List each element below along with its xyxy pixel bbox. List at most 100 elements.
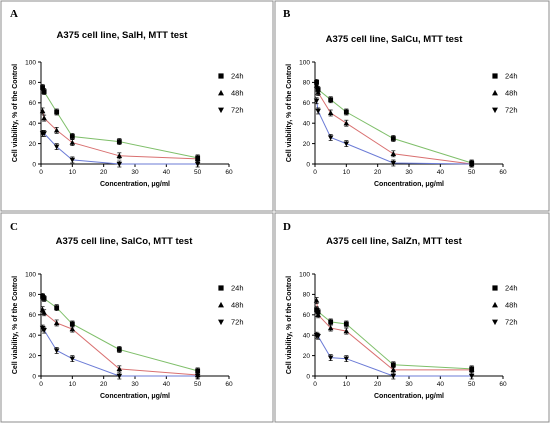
data-point [54, 109, 60, 115]
panel-letter: D [283, 221, 291, 233]
data-point [54, 305, 60, 311]
data-point [194, 373, 201, 379]
x-tick-label: 0 [39, 169, 43, 176]
data-point [194, 161, 201, 167]
x-tick-label: 30 [131, 381, 139, 388]
data-point [327, 110, 334, 116]
data-point [327, 325, 334, 331]
data-point [315, 89, 321, 95]
y-tick-label: 40 [29, 121, 37, 128]
data-point [390, 362, 396, 368]
y-tick-label: 80 [303, 292, 311, 299]
x-tick-label: 20 [100, 381, 108, 388]
data-point [41, 309, 47, 315]
x-tick-label: 10 [343, 169, 351, 176]
data-point [69, 134, 75, 139]
data-point [343, 328, 350, 334]
legend-marker [492, 301, 498, 308]
legend-marker [492, 89, 498, 96]
chart-title: A375 cell line, SalH, MTT test [57, 30, 189, 41]
chart-title: A375 cell line, SalCo, MTT test [56, 236, 194, 247]
data-point [69, 139, 76, 145]
legend-marker [218, 301, 224, 308]
chart-panel: A A375 cell line, SalH, MTT test 0 20 40 60 80… [0, 0, 274, 212]
legend-marker [492, 285, 498, 291]
x-tick-label: 20 [374, 381, 382, 388]
x-tick-label: 60 [499, 381, 507, 388]
legend-label: 72h [505, 318, 518, 327]
y-tick-label: 0 [306, 161, 310, 168]
legend-marker [492, 319, 498, 326]
x-tick-label: 40 [163, 169, 171, 176]
y-axis-title: Cell viability, % of the Control [12, 276, 19, 374]
y-tick-label: 40 [303, 333, 311, 340]
data-point [327, 355, 334, 361]
data-point [39, 108, 46, 114]
chart-panel: B A375 cell line, SalCu, MTT test 0 20 40 60 8… [274, 0, 550, 212]
data-point [328, 319, 334, 325]
data-point [468, 373, 475, 379]
data-point [343, 321, 349, 327]
y-tick-label: 60 [29, 100, 37, 107]
data-point [41, 327, 47, 333]
data-point [41, 131, 47, 137]
y-tick-label: 20 [29, 353, 37, 360]
chart-title: A375 cell line, SalZn, MTT test [326, 236, 463, 247]
panel-border [0, 212, 274, 423]
y-tick-label: 80 [29, 292, 37, 299]
data-point [315, 334, 321, 340]
data-point [390, 150, 397, 156]
legend-marker [492, 73, 498, 79]
data-point [53, 348, 60, 354]
legend-marker [218, 319, 224, 326]
series-line [42, 110, 198, 160]
x-axis-title: Concentration, μg/ml [100, 181, 170, 188]
data-point [69, 356, 76, 362]
legend-label: 72h [231, 318, 244, 327]
legend-label: 72h [231, 106, 244, 115]
x-axis-title: Concentration, μg/ml [100, 393, 170, 400]
y-tick-label: 80 [29, 80, 37, 87]
y-axis-title: Cell viability, % of the Control [286, 64, 293, 162]
y-tick-label: 100 [25, 59, 36, 66]
data-point [315, 108, 321, 114]
y-tick-label: 40 [29, 333, 37, 340]
x-tick-label: 40 [163, 381, 171, 388]
y-tick-label: 20 [303, 141, 311, 148]
x-tick-label: 10 [69, 381, 77, 388]
data-point [468, 161, 475, 167]
series-line [316, 309, 472, 370]
legend-label: 48h [231, 301, 244, 310]
series-line [42, 309, 198, 376]
legend-marker [218, 107, 224, 114]
y-tick-label: 0 [306, 373, 310, 380]
data-point [468, 367, 475, 373]
data-point [116, 347, 122, 352]
y-tick-label: 0 [32, 161, 36, 168]
legend-marker [492, 107, 498, 114]
y-axis-title: Cell viability, % of the Control [12, 64, 19, 162]
series-line [42, 87, 198, 159]
x-tick-label: 10 [343, 381, 351, 388]
legend-marker [218, 73, 224, 79]
data-point [328, 97, 334, 103]
legend-label: 48h [231, 89, 244, 98]
series-line [316, 85, 472, 165]
y-tick-label: 100 [299, 271, 310, 278]
x-tick-label: 50 [194, 169, 202, 176]
x-tick-label: 50 [468, 381, 476, 388]
data-point [69, 321, 75, 327]
chart-title: A375 cell line, SalCu, MTT test [326, 34, 464, 45]
data-point [390, 136, 396, 141]
data-point [41, 296, 47, 301]
x-tick-label: 0 [39, 381, 43, 388]
data-point [313, 82, 320, 88]
x-tick-label: 10 [69, 169, 77, 176]
x-tick-label: 0 [313, 381, 317, 388]
data-point [315, 311, 321, 317]
data-point [390, 373, 397, 379]
y-tick-label: 60 [29, 312, 37, 319]
data-point [343, 120, 350, 126]
data-point [116, 152, 123, 158]
